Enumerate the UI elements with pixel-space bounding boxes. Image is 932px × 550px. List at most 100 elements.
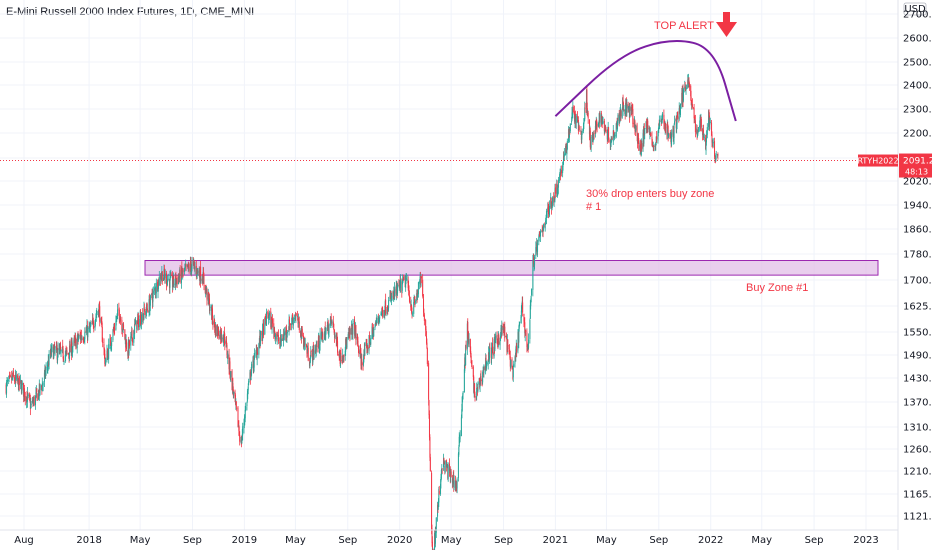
- candle-body: [705, 135, 707, 143]
- candle-body: [8, 376, 10, 379]
- candle-body: [514, 356, 516, 364]
- candle-body: [77, 338, 79, 341]
- candle-body: [295, 315, 297, 318]
- candle-body: [146, 304, 148, 314]
- candle-body: [595, 121, 597, 129]
- candle-body: [593, 133, 595, 139]
- candle-body: [96, 313, 98, 315]
- candle-body: [697, 132, 699, 134]
- candle-body: [621, 110, 623, 118]
- y-tick-label: 1940.0: [903, 201, 932, 212]
- candle-body: [400, 279, 402, 288]
- candle-body: [154, 288, 156, 290]
- candle-body: [602, 121, 604, 123]
- candle-body: [15, 375, 17, 380]
- candle-body: [154, 288, 156, 294]
- candle-body: [565, 145, 567, 155]
- candle-body: [198, 270, 200, 277]
- candle-body: [333, 323, 335, 330]
- candle-body: [282, 338, 284, 341]
- x-axis[interactable]: Aug 2018 May Sep 2019 May Sep 2020 May Sep 2021 May…: [0, 529, 898, 546]
- candle-body: [74, 337, 76, 343]
- y-tick-label: 2400.0: [903, 81, 932, 92]
- candle-body: [268, 312, 270, 316]
- candle-body: [142, 316, 144, 323]
- candle-body: [322, 333, 324, 341]
- candle-body: [528, 339, 530, 348]
- candle-body: [274, 334, 276, 340]
- candle-body: [417, 282, 419, 295]
- candle-body: [343, 357, 345, 359]
- candle-body: [711, 141, 713, 143]
- candle-body: [286, 328, 288, 336]
- candle-body: [214, 320, 216, 328]
- candle-body: [304, 339, 306, 347]
- candle-body: [413, 301, 415, 314]
- candle-body: [69, 344, 71, 353]
- candle-body: [379, 316, 381, 319]
- y-axis[interactable]: USD 1121.0 1165.0 1210.0 1260.0 1310.0 1370.0 1…: [857, 0, 932, 550]
- candle-body: [672, 128, 674, 139]
- candle-body: [246, 402, 248, 406]
- candle-body: [149, 304, 151, 312]
- y-tick-label: 1490.0: [903, 351, 932, 362]
- candle-body: [504, 326, 506, 339]
- candle-body: [237, 407, 239, 428]
- candle-body: [607, 130, 609, 139]
- candle-body: [178, 276, 180, 280]
- candle-body: [417, 292, 419, 297]
- candle-body: [452, 481, 454, 485]
- candle-body: [30, 403, 32, 405]
- candle-body: [236, 407, 238, 409]
- candle-body: [619, 112, 621, 117]
- candle-body: [185, 264, 187, 267]
- y-tick-label: 1260.0: [903, 445, 932, 456]
- candle-body: [130, 336, 132, 346]
- candle-body: [325, 331, 327, 340]
- candle-body: [62, 345, 64, 348]
- candle-body: [303, 344, 305, 348]
- candle-body: [23, 382, 25, 397]
- candle-body: [9, 374, 11, 376]
- candle-body: [535, 247, 537, 257]
- candle-body: [696, 130, 698, 136]
- candle-body: [522, 302, 524, 313]
- candle-body: [112, 330, 114, 331]
- candle-body: [56, 344, 58, 350]
- candle-body: [587, 112, 589, 119]
- candle-body: [188, 264, 190, 267]
- candle-body: [440, 477, 442, 483]
- candle-body: [444, 460, 446, 473]
- candle-body: [140, 314, 142, 325]
- candle-body: [171, 275, 173, 288]
- candle-body: [348, 332, 350, 336]
- candle-body: [378, 318, 380, 321]
- candle-body: [658, 123, 660, 130]
- candle-body: [483, 365, 485, 374]
- candle-body: [623, 109, 625, 112]
- candle-body: [529, 305, 531, 319]
- candle-body: [343, 356, 345, 357]
- candle-body: [48, 353, 50, 366]
- candle-body: [277, 334, 279, 342]
- candle-body: [366, 348, 368, 352]
- candle-body: [467, 321, 469, 337]
- x-tick-label: May: [751, 535, 772, 546]
- candle-body: [346, 339, 348, 348]
- candle-body: [331, 320, 333, 324]
- candle-body: [206, 289, 208, 300]
- candle-body: [276, 337, 278, 340]
- y-tick-label: 1700.0: [903, 276, 932, 287]
- candle-body: [648, 129, 650, 133]
- candle-body: [525, 330, 527, 333]
- candle-body: [697, 127, 699, 133]
- candle-body: [169, 276, 171, 288]
- candle-body: [480, 375, 482, 382]
- candle-body: [408, 286, 410, 290]
- candle-body: [548, 209, 550, 213]
- candle-body: [306, 344, 308, 348]
- candle-body: [711, 122, 713, 136]
- candle-body: [655, 142, 657, 146]
- candle-body: [440, 483, 442, 494]
